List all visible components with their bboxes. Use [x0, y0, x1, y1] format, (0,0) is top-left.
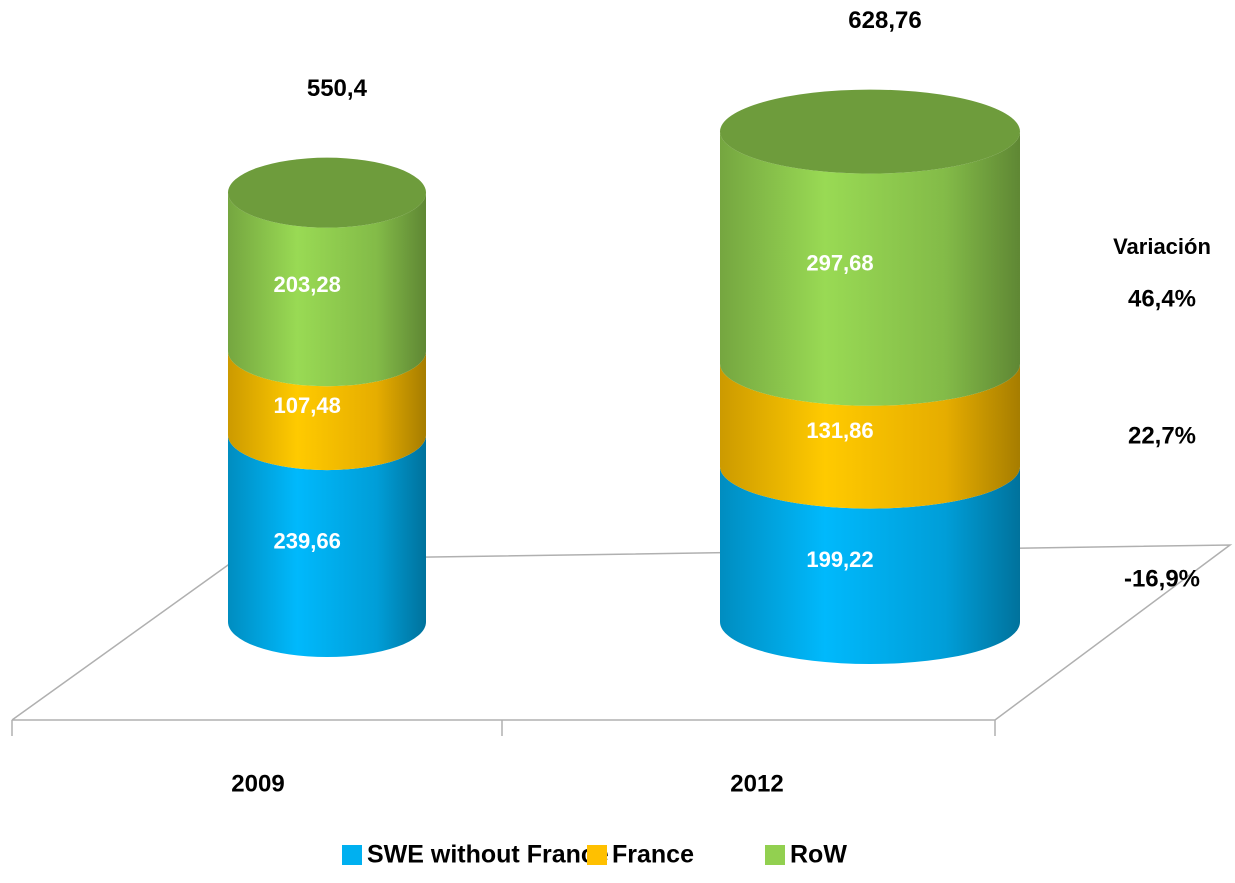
total-label: 628,76: [848, 7, 921, 34]
legend-label: SWE without France: [367, 841, 609, 869]
cylinder-segment: [228, 351, 426, 471]
data-label: 131,86: [806, 418, 873, 443]
total-label: 550,4: [307, 75, 368, 102]
data-label: 239,66: [274, 528, 341, 553]
legend-swatch: [342, 845, 362, 865]
cylinder-segment: [720, 466, 1020, 664]
cylinder-segment: [720, 131, 1020, 406]
variation-label: -16,9%: [1124, 565, 1200, 592]
legend-label: France: [612, 841, 694, 869]
cylinder-segment: [228, 435, 426, 657]
variation-label: 46,4%: [1128, 285, 1196, 312]
data-label: 203,28: [274, 272, 341, 297]
floor: [11, 544, 1233, 736]
cylinder-segment: [720, 363, 1020, 509]
variation-label: 22,7%: [1128, 422, 1196, 449]
data-label: 107,48: [274, 393, 341, 418]
data-label: 297,68: [806, 250, 873, 275]
legend-label: RoW: [790, 841, 847, 869]
legend-swatch: [587, 845, 607, 865]
legend-swatch: [765, 845, 785, 865]
cylinder-top: [720, 89, 1020, 174]
x-tick-label: 2009: [231, 770, 284, 797]
cylinder-top: [228, 157, 426, 228]
x-tick-label: 2012: [730, 770, 783, 797]
floor-outline: [11, 544, 1233, 721]
data-label: 199,22: [806, 547, 873, 572]
cylinder-segment: [228, 192, 426, 387]
variation-title: Variación: [1113, 234, 1211, 259]
